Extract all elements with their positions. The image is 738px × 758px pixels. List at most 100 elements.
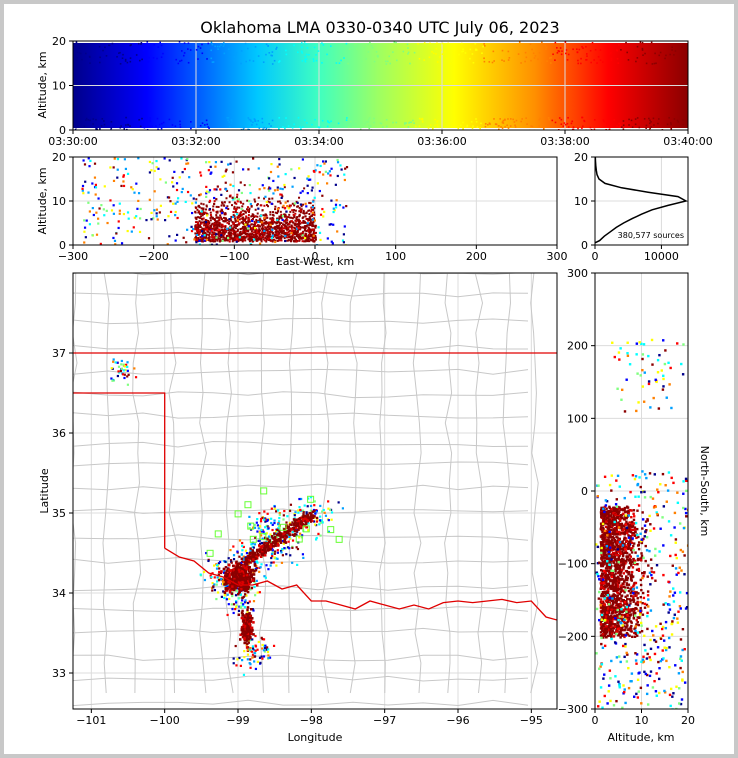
time-height-point — [205, 119, 208, 122]
time-height-point — [275, 46, 278, 49]
ew-core-point — [206, 213, 209, 216]
plan-core-point — [243, 561, 247, 564]
ew-core-point — [245, 208, 248, 211]
plan-core-point — [299, 526, 303, 530]
ew-scatter-point — [344, 167, 347, 170]
plan-core-point — [244, 589, 247, 593]
plan-scatter-point — [248, 523, 252, 526]
time-height-point — [249, 119, 252, 121]
ew-scatter-point — [224, 170, 227, 173]
plan-scatter-point — [276, 549, 279, 552]
time-height-point — [287, 125, 290, 127]
ew-core-point — [308, 216, 311, 219]
ew-core-point — [222, 235, 225, 238]
time-height-point — [285, 117, 287, 119]
plan-scatter-point — [213, 583, 216, 586]
plan-scatter-point — [211, 582, 214, 585]
time-height-point — [217, 48, 219, 50]
ew-core-point — [231, 240, 234, 243]
ew-core-point — [268, 232, 271, 235]
ew-core-point — [267, 231, 270, 234]
ew-core-point — [252, 233, 255, 236]
time-height-point — [313, 46, 316, 49]
plan-scatter-point — [271, 549, 274, 552]
plan-core-point — [246, 590, 250, 594]
time-height-point — [585, 45, 587, 48]
ew-core-point — [220, 218, 223, 221]
ew-core-point — [294, 229, 297, 232]
time-height-point — [423, 42, 426, 44]
plan-scatter-point — [249, 650, 252, 653]
plan-scatter-point — [213, 576, 216, 579]
ew-scatter-point — [199, 174, 203, 177]
plan-scatter-point — [276, 541, 280, 544]
time-height-point — [659, 51, 662, 54]
ew-scatter-point — [88, 165, 91, 168]
plan-scatter-point — [243, 601, 247, 604]
ew-core-point — [229, 217, 232, 220]
ew-scatter-point — [109, 199, 112, 202]
plan-scatter-point — [261, 643, 264, 647]
ew-core-point — [237, 223, 240, 226]
time-height-point — [564, 41, 567, 43]
ew-scatter-point — [319, 164, 322, 168]
ew-core-point — [224, 230, 227, 233]
plan-scatter-point — [248, 662, 251, 665]
time-height-point — [556, 52, 559, 54]
ew-core-point — [290, 225, 293, 228]
ew-scatter-point — [293, 176, 296, 180]
time-height-point — [357, 122, 359, 125]
ew-core-point — [194, 228, 197, 231]
time-height-point — [514, 126, 517, 128]
plan-core-point — [276, 528, 279, 532]
time-height-point — [436, 123, 439, 126]
time-height-point — [254, 120, 257, 122]
plan-scatter-point — [278, 520, 281, 523]
time-height-point — [436, 125, 439, 128]
time-height-point — [651, 63, 654, 65]
plan-core-point — [251, 629, 254, 632]
ew-core-point — [224, 217, 227, 220]
ew-core-point — [246, 199, 249, 202]
plan-scatter-point — [251, 653, 255, 656]
time-height-point — [126, 128, 128, 130]
plan-core-point — [251, 552, 254, 555]
plan-scatter-point — [265, 518, 268, 521]
time-height-point — [304, 60, 307, 63]
plan-scatter-point — [263, 518, 266, 521]
plan-core-point — [279, 537, 282, 541]
time-height-point — [608, 128, 611, 130]
plan-scatter-point — [110, 377, 113, 380]
ew-core-point — [202, 217, 205, 220]
ew-core-point — [261, 227, 264, 230]
time-height-point — [162, 52, 164, 55]
ew-scatter-point — [297, 226, 300, 230]
ew-scatter-point — [183, 167, 186, 171]
plan-scatter-point — [313, 516, 316, 519]
time-height-point — [452, 125, 455, 128]
plan-core-point — [294, 533, 297, 536]
time-height-point — [636, 45, 639, 48]
ew-core-point — [208, 201, 211, 204]
ew-core-point — [278, 232, 281, 235]
ew-core-point — [295, 231, 298, 234]
time-height-point — [223, 52, 226, 55]
time-height-point — [589, 126, 592, 129]
time-height-point — [507, 127, 510, 129]
time-height-point — [89, 119, 91, 122]
plan-scatter-point — [275, 530, 278, 533]
ew-scatter-point — [82, 159, 85, 162]
ew-core-point — [243, 232, 246, 235]
time-height-point — [129, 125, 131, 127]
ew-core-point — [271, 213, 274, 216]
ew-core-point — [311, 223, 314, 226]
ew-core-point — [304, 234, 307, 237]
ew-scatter-point — [336, 158, 339, 162]
plan-scatter-point — [269, 533, 272, 536]
ew-core-point — [218, 240, 221, 243]
ew-core-point — [238, 206, 241, 209]
ew-core-point — [259, 232, 262, 235]
histogram-source-count: 380,577 sources — [618, 231, 684, 240]
plan-scatter-point — [218, 577, 221, 580]
ew-scatter-point — [205, 185, 208, 189]
